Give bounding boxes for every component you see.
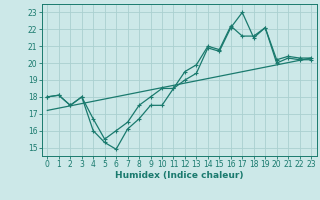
X-axis label: Humidex (Indice chaleur): Humidex (Indice chaleur) bbox=[115, 171, 244, 180]
